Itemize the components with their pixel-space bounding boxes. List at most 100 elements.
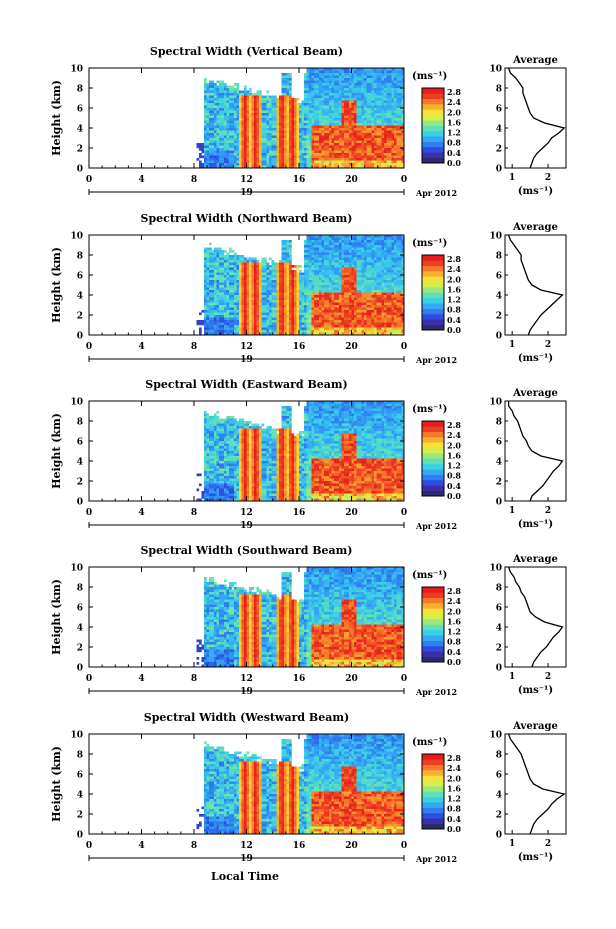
heatmap-cell xyxy=(276,143,280,146)
heatmap-cell xyxy=(244,160,247,164)
heatmap-cell xyxy=(289,270,292,273)
heatmap-cell xyxy=(329,165,332,169)
heatmap-cell xyxy=(329,98,332,101)
heatmap-cell xyxy=(229,317,232,321)
heatmap-cell xyxy=(269,160,272,164)
heatmap-cell xyxy=(249,100,252,104)
heatmap-cell xyxy=(341,133,345,136)
heatmap-cell xyxy=(344,93,347,96)
heatmap-cell xyxy=(276,327,280,331)
heatmap-cell xyxy=(291,118,295,121)
heatmap-cell xyxy=(239,332,242,336)
heatmap-cell xyxy=(336,252,340,256)
colorbar-swatch xyxy=(422,93,444,100)
heatmap-cell xyxy=(356,95,360,99)
heatmap-cell xyxy=(236,135,240,139)
heatmap-cell xyxy=(216,158,220,161)
heatmap-cell xyxy=(271,295,275,298)
heatmap-cell xyxy=(296,290,300,293)
heatmap-cell xyxy=(229,280,232,283)
heatmap-cell xyxy=(254,257,257,261)
heatmap-cell xyxy=(386,163,390,166)
heatmap-cell xyxy=(299,270,302,273)
heatmap-cell xyxy=(361,153,365,156)
heatmap-cell xyxy=(331,322,335,326)
heatmap-cell xyxy=(236,317,240,321)
heatmap-cell xyxy=(324,158,327,161)
heatmap-cell xyxy=(334,285,337,288)
heatmap-cell xyxy=(326,90,330,94)
heatmap-cell xyxy=(261,148,265,151)
heatmap-cell xyxy=(216,128,220,131)
heatmap-cell xyxy=(309,265,312,268)
heatmap-cell xyxy=(261,327,265,331)
heatmap-cell xyxy=(306,83,310,86)
heatmap-cell xyxy=(329,93,332,96)
heatmap-cell xyxy=(396,163,400,166)
heatmap-cell xyxy=(234,83,237,86)
heatmap-cell xyxy=(254,130,257,134)
heatmap-cell xyxy=(209,123,212,126)
heatmap-cell xyxy=(394,68,397,71)
heatmap-cell xyxy=(386,123,390,126)
heatmap-cell xyxy=(359,148,362,151)
heatmap-cell xyxy=(386,135,390,139)
heatmap-cell xyxy=(281,267,285,271)
heatmap-cell xyxy=(316,113,320,116)
heatmap-cell xyxy=(294,302,297,306)
heatmap-cell xyxy=(401,113,405,116)
heatmap-cell xyxy=(274,100,277,104)
heatmap-cell xyxy=(204,260,207,263)
heatmap-cell xyxy=(211,153,215,156)
heatmap-cell xyxy=(361,110,365,114)
heatmap-cell xyxy=(264,148,267,151)
heatmap-cell xyxy=(291,128,295,131)
heatmap-cell xyxy=(316,88,320,91)
heatmap-cell xyxy=(219,250,222,253)
heatmap-cell xyxy=(306,275,310,278)
heatmap-cell xyxy=(284,123,287,126)
heatmap-cell xyxy=(381,140,385,144)
heatmap-cell xyxy=(399,130,402,134)
heatmap-cell xyxy=(316,145,320,149)
heatmap-cell xyxy=(266,105,270,109)
heatmap-cell xyxy=(386,85,390,89)
heatmap-cell xyxy=(289,295,292,298)
heatmap-cell xyxy=(306,93,310,96)
heatmap-cell xyxy=(276,267,280,271)
heatmap-cell xyxy=(329,85,332,89)
heatmap-cell xyxy=(211,115,215,119)
heatmap-cell xyxy=(316,85,320,89)
heatmap-cell xyxy=(366,153,370,156)
heatmap-cell xyxy=(236,300,240,303)
heatmap-cell xyxy=(369,75,372,79)
heatmap-cell xyxy=(251,277,255,281)
heatmap-cell xyxy=(261,128,265,131)
heatmap-cell xyxy=(316,290,320,293)
heatmap-cell xyxy=(209,260,212,263)
y-tick-label: 10 xyxy=(70,65,83,75)
heatmap-cell xyxy=(276,135,280,139)
heatmap-cell xyxy=(204,300,207,303)
heatmap-cell xyxy=(251,135,255,139)
heatmap-cell xyxy=(344,275,347,278)
heatmap-cell xyxy=(221,325,225,328)
heatmap-cell xyxy=(311,98,315,101)
heatmap-cell xyxy=(214,315,217,318)
heatmap-cell xyxy=(231,115,235,119)
heatmap-cell xyxy=(271,140,275,144)
heatmap-cell xyxy=(289,292,292,296)
heatmap-cell xyxy=(311,163,315,166)
heatmap-cell xyxy=(226,252,230,256)
heatmap-cell xyxy=(279,130,282,134)
heatmap-cell xyxy=(269,98,272,101)
heatmap-cell xyxy=(299,153,302,156)
heatmap-cell xyxy=(204,270,207,273)
heatmap-cell xyxy=(216,80,220,84)
heatmap-cell xyxy=(326,120,330,124)
heatmap-cell xyxy=(319,145,322,149)
heatmap-cell xyxy=(231,332,235,336)
heatmap-cell xyxy=(301,128,305,131)
heatmap-cell xyxy=(379,128,382,131)
heatmap-cell xyxy=(321,267,325,271)
